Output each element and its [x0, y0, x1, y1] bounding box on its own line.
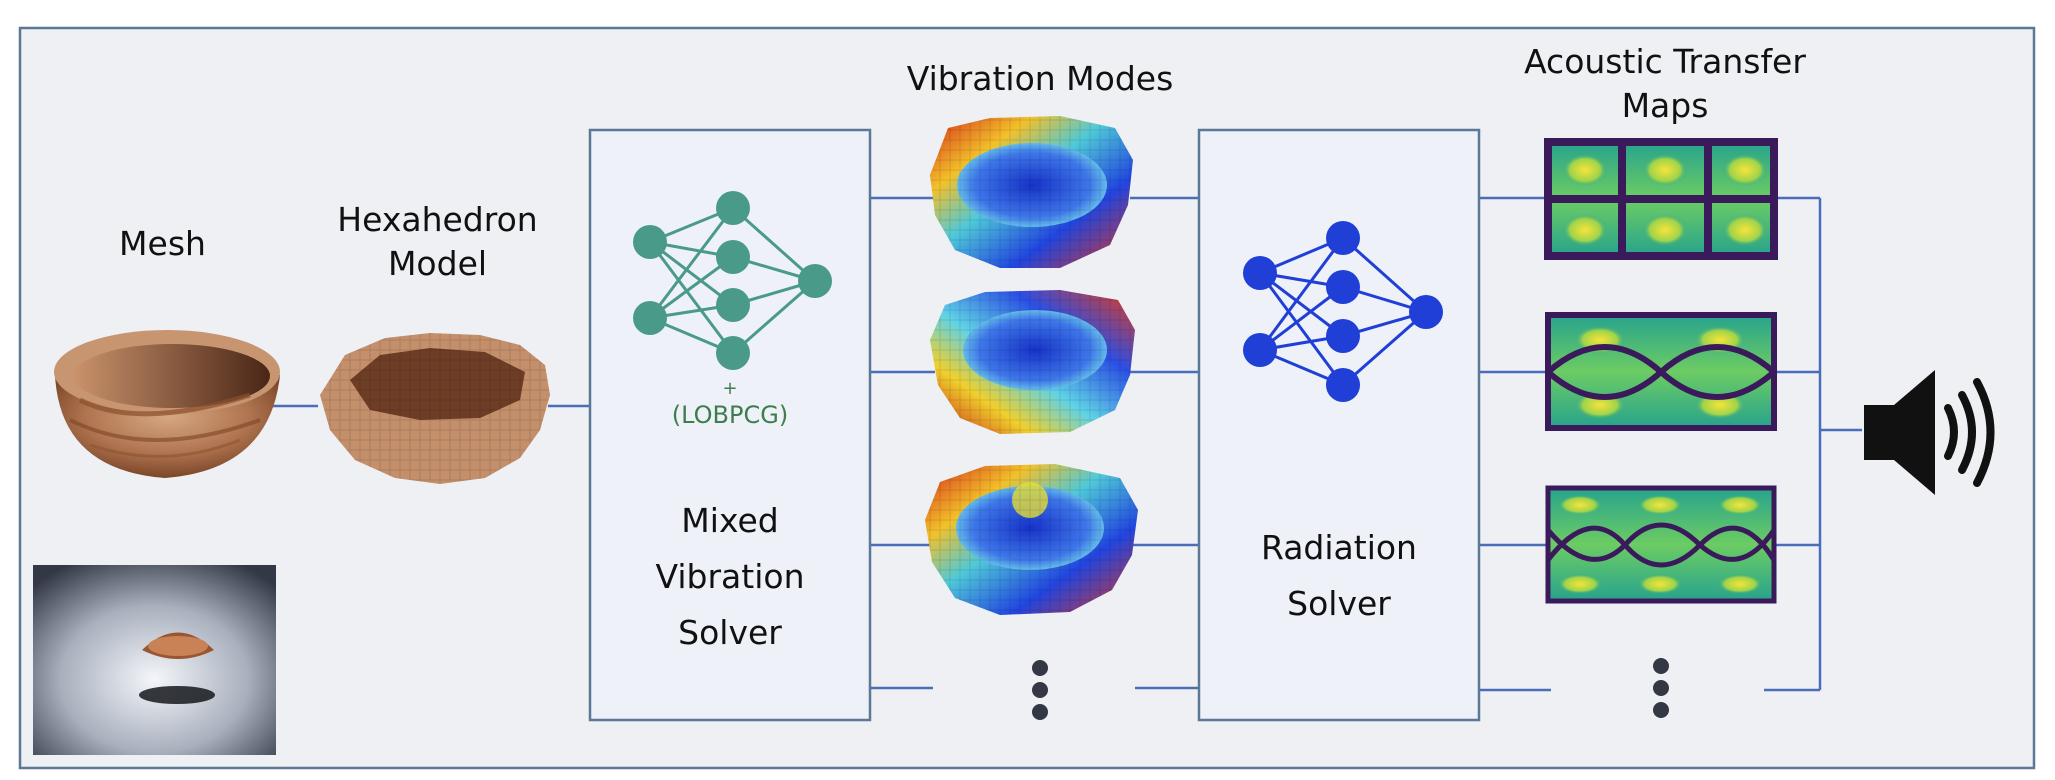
vibration-modes-label-text: Vibration Modes	[906, 59, 1174, 98]
mesh-bowl-image	[54, 330, 280, 478]
mixed-vibration-solver-label: Mixed Vibration Solver	[590, 493, 870, 661]
vibration-mode-2	[930, 290, 1135, 434]
vertical-ellipsis-icon	[1653, 658, 1669, 718]
mesh-label: Mesh	[80, 222, 245, 266]
lobpcg-text: (LOBPCG)	[671, 401, 789, 429]
hexahedron-label-line1: Hexahedron	[337, 200, 538, 239]
mixed-label-line1: Mixed	[681, 501, 779, 540]
acoustic-label-line2: Maps	[1621, 86, 1709, 125]
mixed-label-line3: Solver	[678, 613, 782, 652]
hexahedron-label-line2: Model	[387, 244, 488, 283]
radiation-solver-label: Radiation Solver	[1199, 520, 1479, 632]
connector-lines	[268, 196, 1862, 692]
vibration-mode-1	[930, 116, 1133, 268]
mesh-label-text: Mesh	[119, 224, 206, 263]
rendered-photo-inset	[33, 565, 276, 755]
acoustic-transfer-maps-label: Acoustic Transfer Maps	[1500, 40, 1830, 128]
lobpcg-plus: +	[722, 378, 738, 399]
lobpcg-label: + (LOBPCG)	[640, 378, 820, 430]
speaker-icon	[1864, 370, 1995, 495]
neural-network-icon	[633, 191, 832, 370]
mixed-label-line2: Vibration	[655, 557, 805, 596]
hexahedron-model-label: Hexahedron Model	[320, 198, 555, 286]
acoustic-map-1	[1544, 138, 1778, 260]
acoustic-map-2	[1545, 312, 1777, 431]
vibration-mode-3	[925, 464, 1138, 615]
hexahedron-bowl-image	[320, 333, 550, 484]
radiation-label-line1: Radiation	[1261, 528, 1417, 567]
acoustic-label-line1: Acoustic Transfer	[1524, 42, 1806, 81]
radiation-label-line2: Solver	[1287, 584, 1391, 623]
vibration-modes-label: Vibration Modes	[890, 57, 1190, 101]
acoustic-map-3	[1545, 485, 1777, 604]
neural-network-icon	[1243, 221, 1443, 402]
mixed-vibration-solver-box	[588, 128, 872, 722]
vertical-ellipsis-icon	[1032, 660, 1048, 720]
